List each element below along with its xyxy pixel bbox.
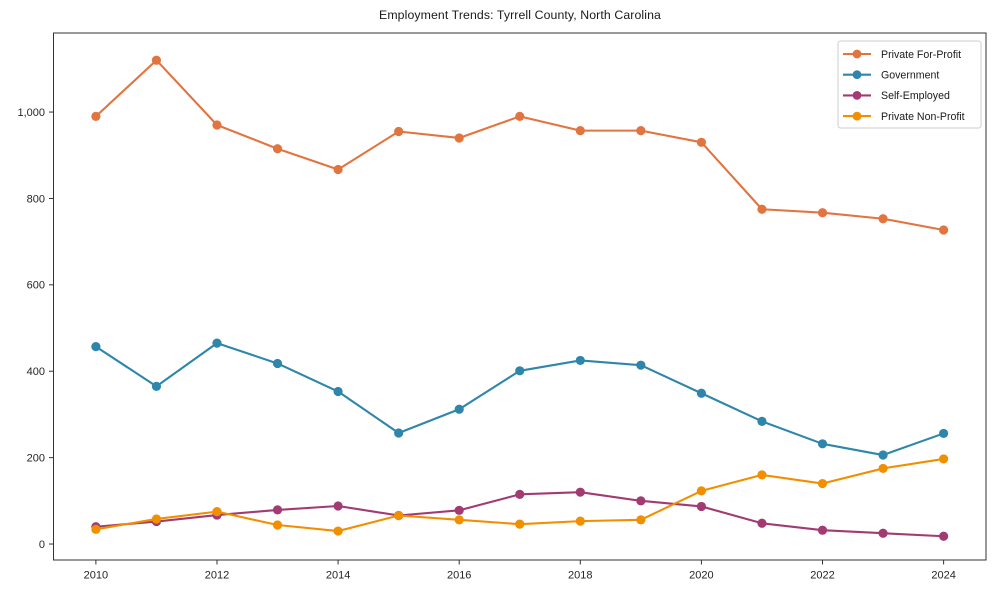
x-tick-label: 2016 xyxy=(447,570,471,582)
legend-marker xyxy=(852,91,862,100)
data-point xyxy=(515,489,525,499)
data-point xyxy=(817,439,828,449)
x-tick-label: 2024 xyxy=(931,570,955,582)
x-tick-label: 2012 xyxy=(205,570,229,582)
legend-marker xyxy=(852,49,862,59)
data-point xyxy=(636,126,646,136)
legend-entry-private-for-profit: Private For-Profit xyxy=(843,49,961,61)
legend-entry-government: Government xyxy=(843,70,939,82)
data-point xyxy=(939,454,949,464)
plot-border xyxy=(53,32,987,561)
y-tick-label: 1,000 xyxy=(17,107,45,119)
data-point xyxy=(939,531,949,541)
data-point xyxy=(272,505,283,515)
data-point xyxy=(394,510,404,521)
data-point xyxy=(91,524,101,534)
legend-entry-self-employed: Self-Employed xyxy=(843,90,950,102)
series-line xyxy=(94,59,945,232)
data-point xyxy=(333,164,343,175)
data-point xyxy=(91,111,101,121)
data-point xyxy=(151,55,162,65)
data-point xyxy=(939,225,949,235)
data-point xyxy=(757,204,767,214)
legend-marker xyxy=(852,70,862,80)
data-point xyxy=(454,505,464,515)
y-tick-label: 0 xyxy=(39,539,45,551)
data-point xyxy=(757,518,767,528)
x-tick-label: 2010 xyxy=(84,570,108,582)
data-point xyxy=(817,208,828,218)
x-tick-label: 2018 xyxy=(568,570,592,582)
data-point xyxy=(454,404,464,414)
y-tick-label: 400 xyxy=(27,366,45,378)
y-axis: 0 200 400 600 800 1,000 xyxy=(17,107,54,551)
data-point xyxy=(878,463,888,474)
data-point xyxy=(91,342,101,352)
data-point xyxy=(151,381,162,391)
data-point xyxy=(696,501,707,512)
data-point xyxy=(333,501,343,511)
legend-label: Government xyxy=(881,70,939,82)
legend-label: Private For-Profit xyxy=(881,49,961,61)
series-line xyxy=(94,342,945,457)
data-point xyxy=(575,487,585,497)
series-self-employed xyxy=(91,487,949,541)
series-private-for-profit xyxy=(91,55,949,235)
data-point xyxy=(515,111,525,121)
data-point xyxy=(151,514,162,524)
data-point xyxy=(212,338,222,348)
data-point xyxy=(212,120,222,130)
data-point xyxy=(878,450,888,460)
x-axis: 2010 2012 2014 2016 2018 2020 2022 2024 xyxy=(84,560,956,582)
data-point xyxy=(636,515,646,525)
data-point xyxy=(515,366,525,376)
series-government xyxy=(91,338,949,460)
data-point xyxy=(272,358,283,369)
data-point xyxy=(878,214,888,224)
series-private-non-profit xyxy=(91,454,949,536)
data-point xyxy=(696,486,707,496)
y-tick-label: 800 xyxy=(27,193,45,205)
data-point xyxy=(636,360,646,370)
legend-label: Self-Employed xyxy=(881,90,950,102)
data-point xyxy=(878,528,888,538)
data-point xyxy=(333,526,343,536)
data-point xyxy=(636,496,646,506)
data-point xyxy=(454,515,464,525)
data-point xyxy=(939,428,949,439)
data-point xyxy=(515,519,525,529)
x-tick-label: 2020 xyxy=(689,570,713,582)
data-point xyxy=(394,126,404,137)
data-point xyxy=(817,525,828,535)
x-tick-label: 2014 xyxy=(326,570,350,582)
data-point xyxy=(757,470,767,480)
chart-title: Employment Trends: Tyrrell County, North… xyxy=(379,8,661,22)
data-point xyxy=(575,516,585,526)
legend: Private For-Profit Government Self-Employe… xyxy=(837,40,982,129)
data-point xyxy=(272,144,283,154)
data-point xyxy=(817,478,828,489)
data-point xyxy=(757,416,767,426)
data-point xyxy=(575,355,585,366)
data-point xyxy=(333,386,343,397)
data-point xyxy=(575,126,585,136)
data-point xyxy=(696,137,707,147)
x-tick-label: 2022 xyxy=(810,570,834,582)
data-point xyxy=(454,133,464,143)
data-point xyxy=(272,520,283,530)
y-tick-label: 200 xyxy=(27,453,45,465)
data-point xyxy=(212,507,222,517)
legend-box xyxy=(837,40,982,129)
data-point xyxy=(696,388,707,398)
data-point xyxy=(394,428,404,438)
legend-label: Private Non-Profit xyxy=(881,111,965,123)
y-tick-label: 600 xyxy=(27,280,45,292)
legend-marker xyxy=(852,111,862,121)
legend-entry-private-non-profit: Private Non-Profit xyxy=(843,111,965,123)
